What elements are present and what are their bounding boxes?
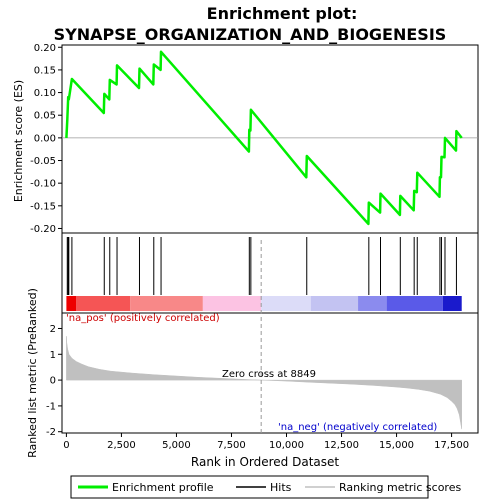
legend-label-metric: Ranking metric scores (339, 481, 461, 494)
es-y-tick-label: 0.00 (34, 133, 56, 144)
es-y-tick-label: 0.20 (34, 43, 56, 54)
es-y-tick-label: -0.05 (30, 156, 56, 167)
color-bar-segment (358, 296, 387, 311)
es-y-tick-label: 0.05 (34, 111, 56, 122)
metric-y-tick-label: -1 (46, 401, 56, 412)
x-tick-label: 5,000 (162, 440, 191, 451)
es-y-axis-label: Enrichment score (ES) (12, 80, 25, 202)
x-tick-label: 7,500 (217, 440, 246, 451)
ranking-metric-area (66, 336, 462, 430)
x-axis-label: Rank in Ordered Dataset (191, 455, 339, 469)
hits-marks (66, 237, 457, 295)
metric-panel-frame (61, 312, 479, 434)
color-bar-segment (130, 296, 203, 311)
ranking-metric-path (66, 336, 462, 430)
color-bar-segment (310, 296, 359, 311)
enrichment-profile-path (65, 50, 463, 226)
chart-title-line2: SYNAPSE_ORGANIZATION_AND_BIOGENESIS (54, 25, 447, 44)
metric-y-axis: 2 1 0 -1 -2 (46, 324, 62, 438)
x-tick-label: 0 (63, 440, 69, 451)
legend-label-hits: Hits (270, 481, 292, 494)
x-tick-label: 10,000 (269, 440, 304, 451)
metric-y-tick-label: 0 (50, 376, 56, 387)
zero-cross-label: Zero cross at 8849 (222, 369, 316, 380)
chart-title-line1: Enrichment plot: (207, 4, 358, 23)
enrichment-profile-line (65, 50, 463, 226)
es-y-tick-label: -0.15 (30, 201, 56, 212)
x-axis: 0 2,500 5,000 7,500 10,000 12,500 15,000 17,500 (63, 433, 469, 451)
metric-y-tick-label: 1 (50, 350, 56, 361)
legend-label-enrichment: Enrichment profile (112, 481, 214, 494)
x-tick-label: 15,000 (379, 440, 414, 451)
x-tick-label: 2,500 (107, 440, 136, 451)
es-y-axis: 0.20 0.15 0.10 0.05 0.00 -0.05 -0.10 -0.15 -0.20 (30, 43, 62, 235)
es-y-tick-label: -0.10 (30, 179, 56, 190)
color-bar-segment (202, 296, 262, 311)
color-bar-segment (66, 296, 77, 311)
negative-correlation-label: 'na_neg' (negatively correlated) (278, 422, 437, 433)
color-bar-segment (76, 296, 131, 311)
es-y-tick-label: -0.20 (30, 224, 56, 235)
es-y-tick-label: 0.10 (34, 88, 56, 99)
color-bar-segment (261, 296, 311, 311)
color-bar-segment (442, 296, 462, 311)
metric-y-axis-label: Ranked list metric (PreRanked) (26, 288, 39, 458)
x-tick-label: 12,500 (324, 440, 359, 451)
positive-correlation-label: 'na_pos' (positively correlated) (66, 313, 220, 324)
rank-color-bar (66, 296, 462, 311)
x-tick-label: 17,500 (434, 440, 469, 451)
metric-y-tick-label: -2 (46, 427, 56, 438)
color-bar-segment (386, 296, 443, 311)
metric-y-tick-label: 2 (50, 324, 56, 335)
es-y-tick-label: 0.15 (34, 65, 56, 76)
